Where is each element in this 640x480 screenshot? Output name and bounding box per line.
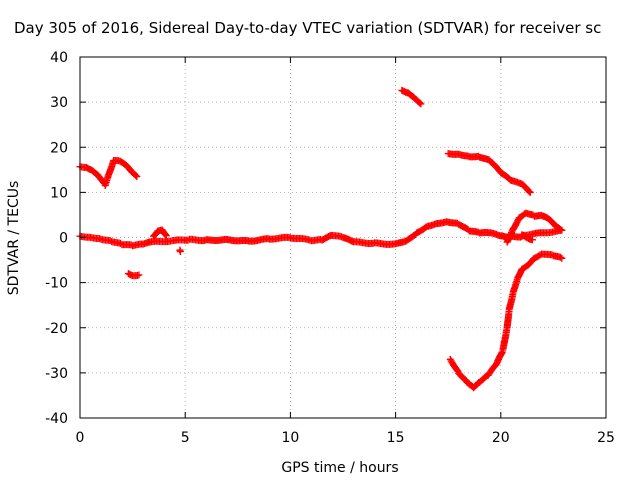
x-tick-label: 15 <box>387 430 405 446</box>
x-axis-label: GPS time / hours <box>281 460 398 476</box>
y-tick-label: 10 <box>50 185 68 201</box>
y-tick-label: 0 <box>59 231 68 247</box>
y-tick-label: -20 <box>45 321 68 337</box>
y-tick-label: 40 <box>50 50 68 66</box>
x-tick-label: 25 <box>597 430 615 446</box>
tick-layer <box>79 56 607 419</box>
data-point <box>132 171 140 179</box>
x-tick-label: 10 <box>281 430 299 446</box>
data-point <box>556 253 564 261</box>
data-point <box>133 173 141 181</box>
points-layer <box>76 86 566 392</box>
y-tick-label: -10 <box>45 276 68 292</box>
data-point <box>526 188 534 196</box>
data-point <box>135 271 143 279</box>
data-point <box>558 254 566 262</box>
x-tick-label: 20 <box>492 430 510 446</box>
y-tick-label: 20 <box>50 140 68 156</box>
y-tick-label: -40 <box>45 411 68 427</box>
data-point <box>525 188 533 196</box>
data-point <box>416 99 424 107</box>
data-point <box>161 231 169 239</box>
label-layer: 0 5 10 15 20 25 -40 -30 -20 -10 0 10 20 30 40 <box>45 50 615 446</box>
data-point <box>528 236 536 244</box>
data-point <box>184 236 192 244</box>
y-tick-label: 30 <box>50 95 68 111</box>
data-point <box>162 232 170 240</box>
y-axis-label: SDTVAR / TECUs <box>6 181 22 296</box>
x-tick-label: 5 <box>181 430 190 446</box>
x-tick-label: 0 <box>76 430 85 446</box>
chart-title: Day 305 of 2016, Sidereal Day-to-day VTE… <box>14 19 601 37</box>
data-point <box>417 100 425 108</box>
y-tick-label: -30 <box>45 366 68 382</box>
data-point <box>176 247 184 255</box>
